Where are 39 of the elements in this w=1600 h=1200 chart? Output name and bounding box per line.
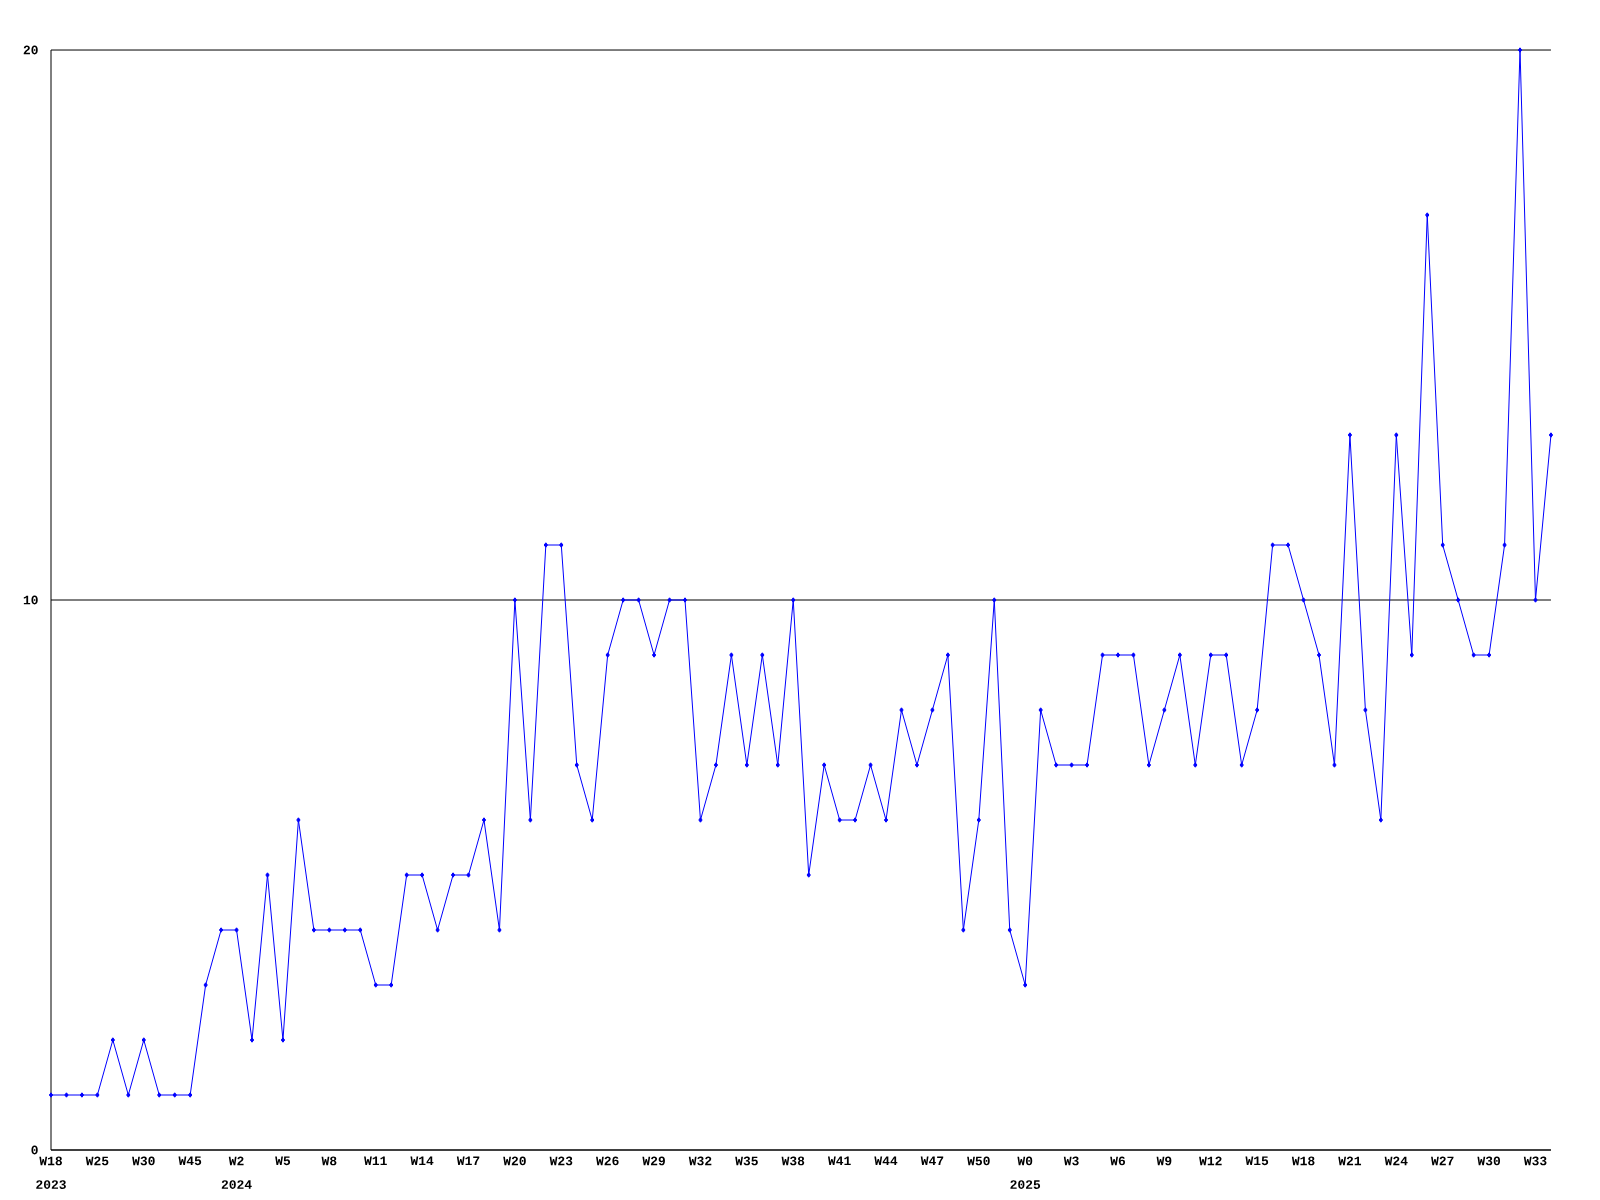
y-tick-label: 10 xyxy=(23,595,38,605)
x-tick-label: W44 xyxy=(874,1156,898,1166)
text: 2024 xyxy=(221,1180,252,1189)
x-tick-label: W38 xyxy=(781,1156,805,1166)
x-tick-label: W33 xyxy=(1523,1156,1547,1166)
x-tick-label: W47 xyxy=(920,1156,944,1166)
x-tick-label: W30 xyxy=(1477,1156,1501,1166)
x-tick-label: W27 xyxy=(1431,1156,1454,1166)
x-tick-label: W18 xyxy=(39,1156,62,1166)
x-tick-label: W14 xyxy=(410,1156,434,1166)
x-tick-label: W20 xyxy=(503,1156,526,1166)
x-tick-label: W23 xyxy=(549,1156,573,1166)
y-tick-label: 20 xyxy=(23,45,38,55)
x-tick-label: W30 xyxy=(132,1156,155,1166)
x-tick-label: W3 xyxy=(1063,1156,1079,1166)
x-tick-label: W6 xyxy=(1110,1156,1126,1166)
x-tick-label: W35 xyxy=(735,1156,758,1166)
x-tick-label: W17 xyxy=(456,1156,480,1166)
x-tick-label: W11 xyxy=(364,1156,387,1166)
x-tick-label: W45 xyxy=(178,1156,202,1166)
x-tick-label: W9 xyxy=(1156,1156,1172,1166)
x-tick-label: W2 xyxy=(228,1156,244,1166)
text: 2023 xyxy=(36,1180,66,1189)
x-tick-label: W15 xyxy=(1245,1156,1269,1166)
x-tick-label: W41 xyxy=(827,1156,851,1166)
text: 2025 xyxy=(1010,1180,1041,1189)
x-tick-label: W29 xyxy=(642,1156,665,1166)
x-tick-label: W5 xyxy=(275,1156,291,1166)
x-tick-label: W18 xyxy=(1291,1156,1315,1166)
x-tick-label: W8 xyxy=(321,1156,337,1166)
x-tick-label: W21 xyxy=(1338,1156,1362,1166)
x-tick-label: W50 xyxy=(967,1156,990,1166)
x-tick-label: W26 xyxy=(596,1156,619,1166)
y-tick-label: 0 xyxy=(31,1145,38,1155)
x-tick-label: W25 xyxy=(85,1156,109,1166)
x-tick-label: W32 xyxy=(688,1156,712,1166)
x-tick-label: W24 xyxy=(1384,1156,1408,1166)
x-tick-label: W0 xyxy=(1017,1156,1033,1166)
x-tick-label: W12 xyxy=(1199,1156,1222,1166)
